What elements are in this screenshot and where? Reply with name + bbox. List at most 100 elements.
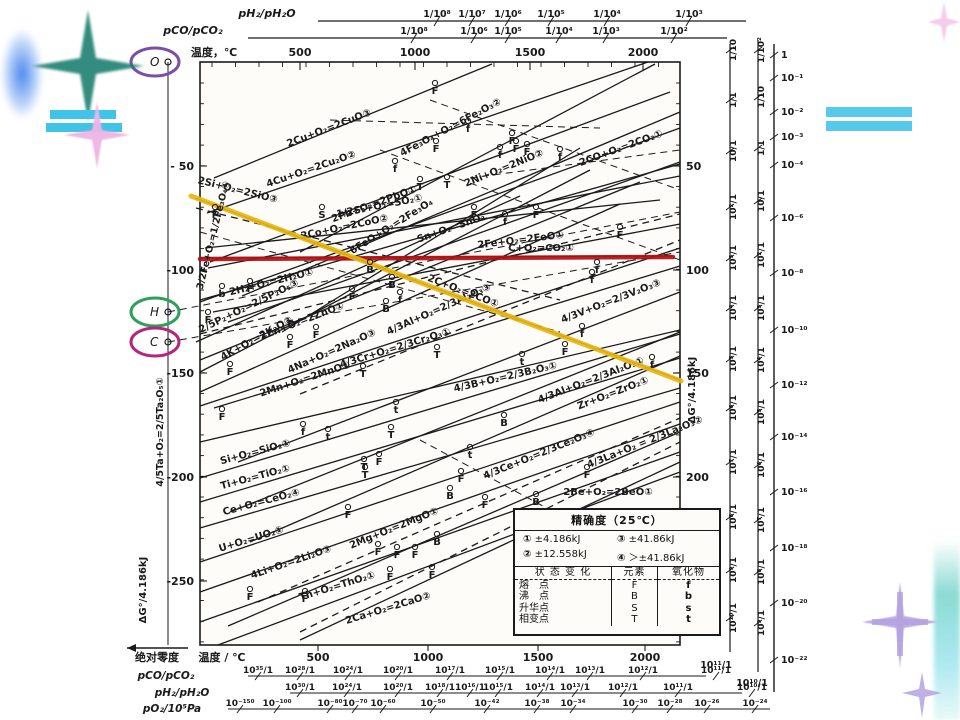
marker-letter: F <box>376 457 383 468</box>
marker-dot <box>416 175 424 183</box>
marker-dot <box>446 484 454 492</box>
bottom-scale-tick-label: 10³⁵/1 <box>243 666 273 676</box>
reaction-line <box>195 195 521 343</box>
po2-tick-label: 10⁻²² <box>781 655 808 666</box>
marker-dot <box>432 137 440 145</box>
dashed-construction-line <box>429 99 681 191</box>
legend-header: 元素 <box>611 567 658 580</box>
marker-dot <box>374 540 382 548</box>
scale-tick <box>569 704 577 714</box>
bottom-scale-tick-label: 10⁻⁵⁰ <box>420 699 445 709</box>
marker-dot <box>616 223 624 231</box>
scale-tick <box>725 355 735 363</box>
marker-letter: F <box>219 412 226 423</box>
marker-dot <box>523 140 531 148</box>
anchor-point <box>164 308 172 316</box>
bottom-scale-tick-label: 10²⁴/1 <box>332 683 362 693</box>
marker-dot <box>360 455 368 463</box>
bottom-scale-tick-label: 10¹¹/1 <box>663 683 693 693</box>
reaction-line <box>229 331 681 513</box>
right-scale-tick-label: 1/1 <box>757 140 767 156</box>
scale-tick <box>446 671 454 681</box>
scale-tick <box>753 568 763 576</box>
reaction-line <box>212 223 681 313</box>
anchor-letter: C <box>150 335 159 349</box>
scale-tick <box>769 599 779 607</box>
highlight-line <box>188 193 684 384</box>
marker-letter: F <box>227 367 234 378</box>
marker-letter: F <box>524 147 531 158</box>
bottom-scale-tick-label: 10⁻¹⁰⁰ <box>262 699 291 709</box>
marker-dot <box>393 543 401 551</box>
po2-tick-label: 10⁻¹⁴ <box>781 432 808 443</box>
scale-tick <box>703 704 711 714</box>
scale-tick <box>769 51 779 59</box>
anchor-point <box>164 58 172 66</box>
marker-letter: F <box>345 510 352 521</box>
marker-dot <box>500 411 508 419</box>
scale-tick <box>725 404 735 412</box>
marker-dot <box>386 565 394 573</box>
marker-dot <box>359 362 367 370</box>
right-scale-tick-label: 10⁶/1 <box>729 395 739 421</box>
scale-tick <box>753 46 763 54</box>
scale-tick <box>379 704 387 714</box>
scale-tick <box>470 32 478 44</box>
marker-dot <box>299 420 307 428</box>
scale-tick <box>751 704 759 714</box>
reaction-line <box>207 175 681 269</box>
bottom-scale-tick-label: 10³⁰/1 <box>285 683 315 693</box>
bottom-scale-tick-label: 10¹⁸/1 <box>425 683 455 693</box>
scale-tick <box>674 688 682 698</box>
reaction-line <box>199 423 681 593</box>
right-scale-tick-label: 10⁸/1 <box>729 504 739 530</box>
reaction-line <box>249 355 681 543</box>
scale-tick <box>670 32 678 44</box>
marker-letter: F <box>247 592 254 603</box>
right-scale-tick-label: 10/1 <box>757 190 767 212</box>
scale-tick <box>631 704 639 714</box>
marker-letter: S <box>318 210 325 221</box>
marker-letter: f <box>590 275 595 286</box>
marker-dot <box>392 398 400 406</box>
reaction-line <box>299 239 681 395</box>
scale-tick <box>619 688 627 698</box>
marker-letter: T <box>417 182 424 193</box>
marker-dot <box>433 530 441 538</box>
marker-dot <box>286 333 294 341</box>
anchor-ring <box>129 326 181 358</box>
dg-tick-label-right: 200 <box>686 471 709 484</box>
right-scale-tick-label: 10³/1 <box>729 245 739 271</box>
right-scale-tick-label: 10⁸/1 <box>757 559 767 585</box>
scale-tick <box>639 671 647 681</box>
accuracy-item: ① ±4.186kJ <box>523 534 581 545</box>
marker-letter: T <box>434 350 441 361</box>
reaction-label: 2Be+O₂=2BeO① <box>563 487 652 498</box>
marker-dot <box>532 203 540 211</box>
scale-tick <box>769 544 779 552</box>
scale-tick <box>725 254 735 262</box>
marker-letter: F <box>429 570 436 581</box>
scale-tick <box>351 704 359 714</box>
right-scale-tick-label: 10⁹/1 <box>729 557 739 583</box>
marker-letter: F <box>433 144 440 155</box>
marker-letter: T <box>360 369 367 380</box>
marker-letter: f <box>393 164 398 175</box>
accuracy-item: ④ ＞±41.86kJ <box>617 553 685 564</box>
marker-dot <box>361 463 369 471</box>
marker-dot <box>648 353 656 361</box>
marker-letter: b <box>218 289 225 300</box>
po2-tick-label: 10⁻⁴ <box>781 160 803 171</box>
right-scale-tick-label: 10⁹/1 <box>757 610 767 636</box>
marker-letter: f <box>558 152 563 163</box>
bottom-scale-tick-label: 10¹⁶/1 <box>455 683 485 693</box>
scale-tick <box>468 15 476 27</box>
origin-label: 绝对零度 <box>135 650 180 664</box>
scale-tick <box>753 304 763 312</box>
po2-tick-label: 10⁻¹⁸ <box>781 543 808 554</box>
scale-tick <box>666 704 674 714</box>
bottom-scale-tick-label: 10¹³/1 <box>575 666 605 676</box>
scale-tick <box>536 688 544 698</box>
